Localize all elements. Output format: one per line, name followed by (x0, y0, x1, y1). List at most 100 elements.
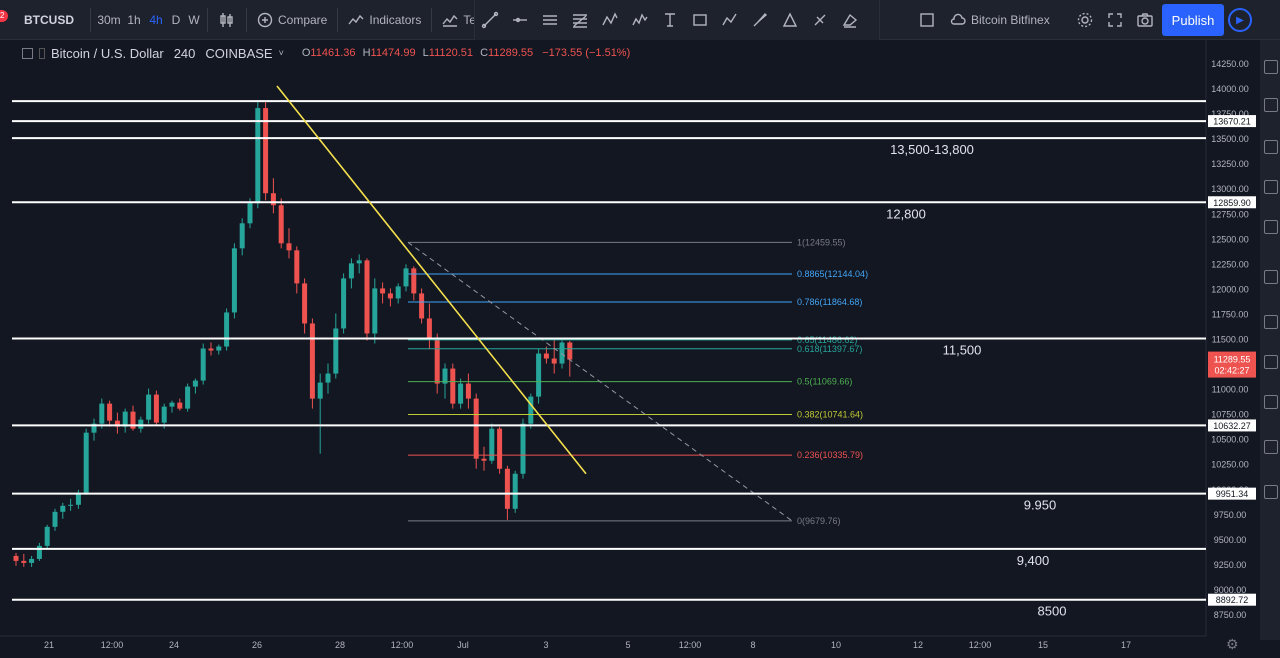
candle-body (146, 394, 152, 420)
indicators-icon (348, 14, 364, 24)
time-tick-label: 17 (1121, 640, 1131, 650)
candle-body (130, 411, 136, 429)
candle-body (356, 260, 362, 264)
price-tick-label: 11000.00 (1212, 385, 1249, 395)
candle-body (52, 511, 58, 527)
candle-body (107, 403, 113, 421)
chart-legend: Bitcoin / U.S. Dollar 240 COINBASE ˅ O11… (22, 44, 630, 62)
collapse-square-icon[interactable] (22, 47, 33, 59)
camera-icon[interactable] (1130, 0, 1160, 40)
legend-ohlc: O11461.36 H11474.99 L11120.51 C11289.55 … (301, 47, 631, 59)
fullscreen-icon[interactable] (1100, 0, 1130, 40)
legend-low: 11120.51 (428, 47, 474, 59)
calendar-2-icon[interactable] (1264, 440, 1278, 454)
candle-body (36, 545, 42, 559)
candle-body (434, 338, 440, 384)
fib-level-label: 0.8865(12144.04) (797, 269, 868, 279)
time-tick-label: 21 (44, 640, 54, 650)
candle-body (278, 205, 284, 244)
elliott-wave-icon[interactable] (625, 0, 655, 40)
price-tick-label: 9000.00 (1214, 585, 1247, 595)
parallel-channel-icon[interactable] (535, 0, 565, 40)
time-tick-label: 10 (831, 640, 841, 650)
brush-icon[interactable] (745, 0, 775, 40)
right-sidebar (1260, 40, 1280, 640)
streams-icon[interactable] (1264, 315, 1278, 329)
bar-style-button[interactable] (212, 0, 242, 40)
yellow-trend-line (276, 85, 587, 475)
pattern-icon[interactable] (595, 0, 625, 40)
candle-body (83, 432, 89, 493)
measure-icon[interactable] (775, 0, 805, 40)
ideas-icon[interactable] (1264, 270, 1278, 284)
series-toggle-icon[interactable] (39, 47, 45, 59)
candle-body (114, 420, 120, 427)
eraser-icon[interactable] (835, 0, 865, 40)
fib-level-label: 0.382(10741.64) (797, 409, 863, 419)
legend-exchange[interactable]: COINBASE (205, 45, 273, 61)
interval-w[interactable]: W (188, 12, 200, 27)
candle-body (520, 423, 526, 474)
fib-level-label: 0.5(11069.66) (797, 377, 852, 387)
price-axis (1206, 40, 1260, 638)
candle-body (536, 353, 542, 397)
publish-button[interactable]: Publish (1162, 4, 1224, 36)
candle-body (169, 402, 175, 407)
time-tick-label: 12:00 (101, 640, 124, 650)
chats-icon[interactable] (1264, 355, 1278, 369)
horizontal-ray-icon[interactable] (505, 0, 535, 40)
candle-body (481, 458, 487, 461)
candle-body (504, 468, 510, 509)
order-panel-icon[interactable] (1264, 485, 1278, 499)
calendar-icon[interactable] (1264, 220, 1278, 234)
templates-button[interactable]: Te (436, 0, 484, 40)
candle-body (380, 288, 386, 294)
candle-body (216, 346, 222, 351)
candle-body (21, 560, 27, 563)
watchlist-icon[interactable] (1264, 60, 1278, 74)
chevron-down-icon[interactable]: ˅ (278, 48, 284, 58)
candle-body (192, 380, 198, 387)
datasource-button[interactable]: Bitcoin Bitfinex (944, 0, 1056, 40)
price-tick-label: 12000.00 (1211, 284, 1249, 294)
plus-circle-icon (257, 12, 273, 27)
candle-body (512, 473, 518, 509)
candle-body (247, 203, 253, 224)
interval-30m[interactable]: 30m (97, 12, 121, 27)
data-window-icon[interactable] (1264, 140, 1278, 154)
interval-4h[interactable]: 4h (149, 12, 163, 27)
text-tool-icon[interactable] (655, 0, 685, 40)
candle-body (567, 342, 573, 360)
indicators-button[interactable]: Indicators (342, 0, 427, 40)
cloud-icon (950, 13, 966, 25)
magnet-icon[interactable] (805, 0, 835, 40)
candle-body (13, 555, 19, 561)
symbol-search[interactable]: BTCUSD (24, 12, 74, 27)
candle-body (403, 268, 409, 287)
notifications-icon[interactable] (1264, 395, 1278, 409)
candle-body (348, 263, 354, 279)
play-icon[interactable]: ▶ (1228, 8, 1252, 32)
interval-d[interactable]: D (171, 12, 181, 27)
fib-retracement-icon[interactable] (565, 0, 595, 40)
candle-body (364, 260, 370, 334)
candle-body (465, 383, 471, 399)
axis-settings-gear-icon[interactable]: ⚙ (1226, 636, 1239, 652)
prediction-icon[interactable] (715, 0, 745, 40)
settings-gear-icon[interactable] (1070, 0, 1100, 40)
indicators-label: Indicators (369, 12, 422, 27)
hotlist-icon[interactable] (1264, 180, 1278, 194)
candle-body (543, 353, 549, 359)
fullscreen-box-icon[interactable] (912, 0, 942, 40)
divider (90, 7, 91, 32)
candle-body (317, 382, 323, 399)
alerts-icon[interactable] (1264, 98, 1278, 112)
rectangle-icon[interactable] (685, 0, 715, 40)
legend-title: Bitcoin / U.S. Dollar (51, 45, 164, 61)
interval-1h[interactable]: 1h (127, 12, 141, 27)
trend-line-icon[interactable] (475, 0, 505, 40)
compare-button[interactable]: Compare (251, 0, 333, 40)
candle-body (138, 419, 144, 429)
level-price-tag (1208, 115, 1256, 128)
